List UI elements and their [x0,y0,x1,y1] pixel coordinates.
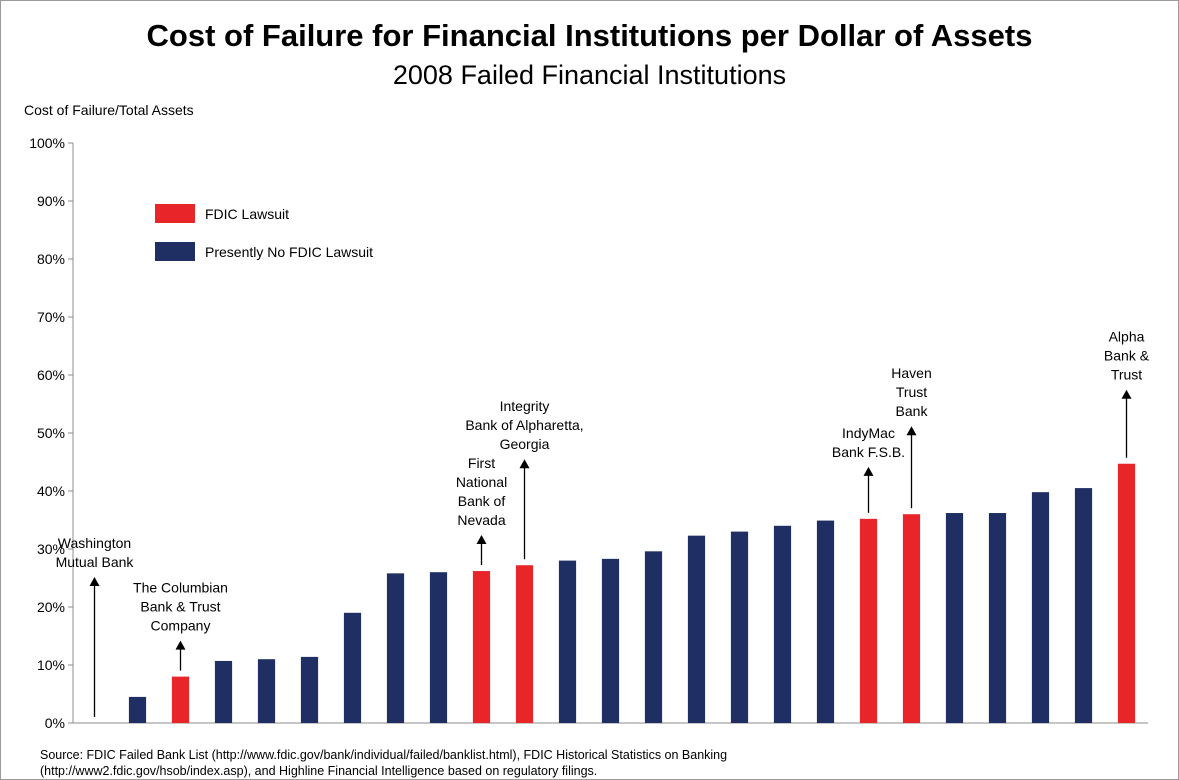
bar-no-lawsuit [558,560,577,723]
bank-annotation-label: Nevada [457,512,505,528]
annotation-arrow-head [89,577,100,586]
bar-no-lawsuit [128,696,147,723]
legend-label-lawsuit: FDIC Lawsuit [205,206,289,222]
bank-annotation-label: IndyMac [842,425,895,441]
annotation-arrow-head [175,640,186,650]
bank-annotation-label: First [468,455,495,471]
y-tick-label: 80% [37,251,65,267]
annotation-arrow-head [476,535,487,545]
bar-fdic-lawsuit [1117,463,1136,723]
chart-subtitle: 2008 Failed Financial Institutions [392,60,787,90]
y-axis-label: Cost of Failure/Total Assets [24,102,194,118]
bank-annotation-label: Trust [1111,367,1142,383]
source-line-2: (http://www2.fdic.gov/hsob/index.asp), a… [40,764,598,778]
annotation-arrow-head [906,426,917,436]
bank-annotation-label: Bank & Trust [140,599,220,615]
bank-annotation-label: Company [151,618,211,634]
bar-fdic-lawsuit [515,565,534,723]
bank-annotation-label: Bank of [458,493,506,509]
bank-annotation-label: Haven [891,365,931,381]
bank-annotation-label: Bank [896,403,929,419]
y-tick-label: 0% [45,715,65,731]
legend-label-no-lawsuit: Presently No FDIC Lawsuit [205,244,373,260]
bar-no-lawsuit [429,572,448,723]
bank-annotation-label: Georgia [500,436,550,452]
source-line-1: Source: FDIC Failed Bank List (http://ww… [40,748,728,762]
bar-no-lawsuit [687,535,706,723]
bank-annotation-label: Mutual Bank [56,554,135,570]
bar-fdic-lawsuit [472,571,491,723]
bar-no-lawsuit [644,551,663,723]
bank-annotation-label: Washington [58,535,131,551]
y-tick-label: 90% [37,193,65,209]
y-tick-label: 100% [29,135,65,151]
legend-swatch-lawsuit [155,204,195,223]
y-tick-label: 70% [37,309,65,325]
annotation-arrow-head [1121,389,1132,399]
bank-annotation-label: Bank F.S.B. [832,444,905,460]
bar-no-lawsuit [343,612,362,723]
bank-annotation-label: Alpha [1109,329,1145,345]
y-tick-label: 60% [37,367,65,383]
bar-no-lawsuit [730,531,749,723]
bar-no-lawsuit [1031,492,1050,723]
bank-annotation-label: The Columbian [133,580,228,596]
bar-no-lawsuit [257,659,276,723]
bar-fdic-lawsuit [171,676,190,723]
legend-swatch-no-lawsuit [155,242,195,261]
bank-annotation-label: Trust [896,384,927,400]
chart-title: Cost of Failure for Financial Institutio… [146,18,1033,53]
y-tick-label: 20% [37,599,65,615]
bank-annotation-label: National [456,474,507,490]
y-tick-label: 30% [37,541,65,557]
bar-no-lawsuit [1074,488,1093,723]
annotation-arrow-head [863,466,874,476]
bar-no-lawsuit [386,573,405,723]
bar-no-lawsuit [988,513,1007,723]
bar-no-lawsuit [214,660,233,723]
bar-no-lawsuit [773,525,792,723]
bank-annotation-label: Integrity [500,398,550,414]
bar-no-lawsuit [300,656,319,723]
bar-no-lawsuit [816,520,835,723]
bar-no-lawsuit [601,558,620,723]
bar-fdic-lawsuit [859,518,878,723]
y-tick-label: 40% [37,483,65,499]
source-note: Source: FDIC Failed Bank List (http://ww… [40,747,727,779]
annotation-arrow-head [519,459,530,469]
bar-chart: 0% 10% 20% 30% 40% 50% 60% 70% 80% 90% 100% Washing… [29,135,1150,731]
bar-fdic-lawsuit [902,514,921,723]
y-tick-label: 50% [37,425,65,441]
y-tick-label: 10% [37,657,65,673]
bank-annotation-label: Bank of Alpharetta, [465,417,583,433]
bar-no-lawsuit [945,513,964,723]
bank-annotation-label: Bank & [1104,348,1150,364]
